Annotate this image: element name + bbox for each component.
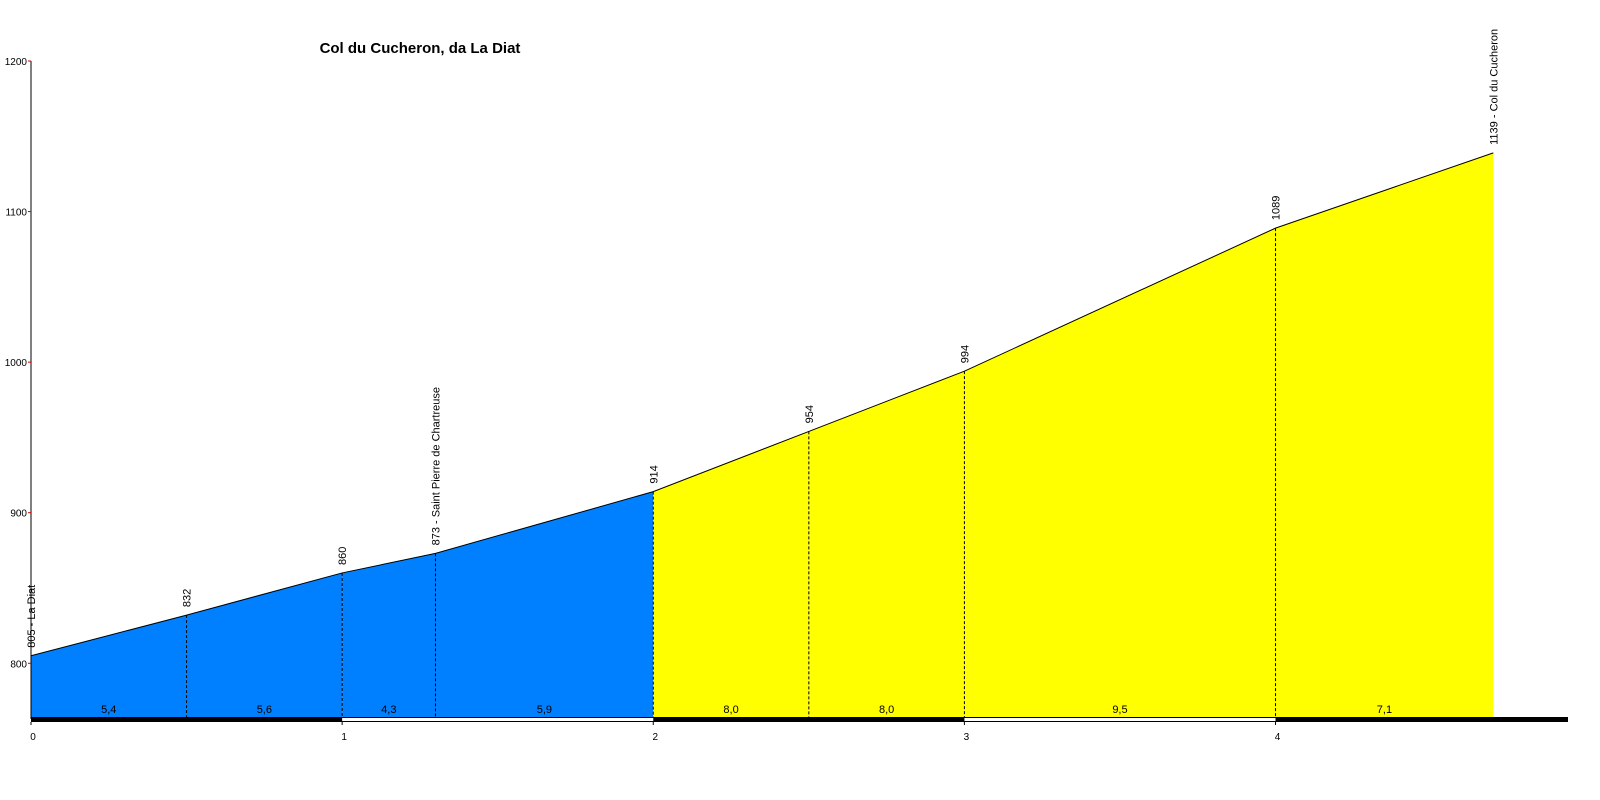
profile-segment <box>342 553 436 719</box>
point-label: 994 <box>959 345 971 363</box>
gradient-label: 8,0 <box>723 704 738 716</box>
x-axis-bar <box>31 717 1568 722</box>
profile-line <box>30 152 1494 657</box>
x-axis-band <box>342 718 654 721</box>
y-tick-label: 900 <box>10 509 27 520</box>
gradient-label: 5,4 <box>101 704 116 716</box>
y-tick-label: 1200 <box>5 57 28 68</box>
profile-segment <box>964 228 1276 719</box>
profile-segment <box>653 431 809 719</box>
profile-segment <box>31 615 187 719</box>
x-tick-label: 1 <box>341 732 347 743</box>
gradient-label: 9,5 <box>1112 704 1127 716</box>
x-axis-band <box>964 718 1276 721</box>
y-tick-label: 1100 <box>5 208 27 219</box>
point-label: 1139 - Col du Cucheron <box>1488 29 1500 145</box>
profile-segment <box>1275 152 1494 719</box>
point-label: 954 <box>804 405 816 423</box>
point-label: 914 <box>648 465 660 483</box>
profile-segment <box>435 491 654 719</box>
point-label: 1089 <box>1271 196 1283 220</box>
x-tick-label: 3 <box>964 732 970 743</box>
profile-segment <box>808 371 965 719</box>
x-tick-label: 2 <box>652 732 658 743</box>
point-label: 873 - Saint Pierre de Chartreuse <box>430 387 442 545</box>
point-label: 805 - La Diat <box>26 585 38 648</box>
point-label: 860 <box>337 547 349 565</box>
x-tick-label: 0 <box>30 732 36 743</box>
chart-title: Col du Cucheron, da La Diat <box>320 40 521 57</box>
gradient-label: 7,1 <box>1377 704 1392 716</box>
y-tick-label: 1000 <box>5 358 28 369</box>
gradient-label: 5,9 <box>537 704 552 716</box>
point-label: 832 <box>182 589 194 607</box>
profile-segment <box>186 572 343 719</box>
y-tick-label: 800 <box>10 659 27 670</box>
x-tick-label: 4 <box>1275 732 1281 743</box>
gradient-label: 5,6 <box>257 704 272 716</box>
gradient-label: 8,0 <box>879 704 894 716</box>
gradient-label: 4,3 <box>381 704 396 716</box>
